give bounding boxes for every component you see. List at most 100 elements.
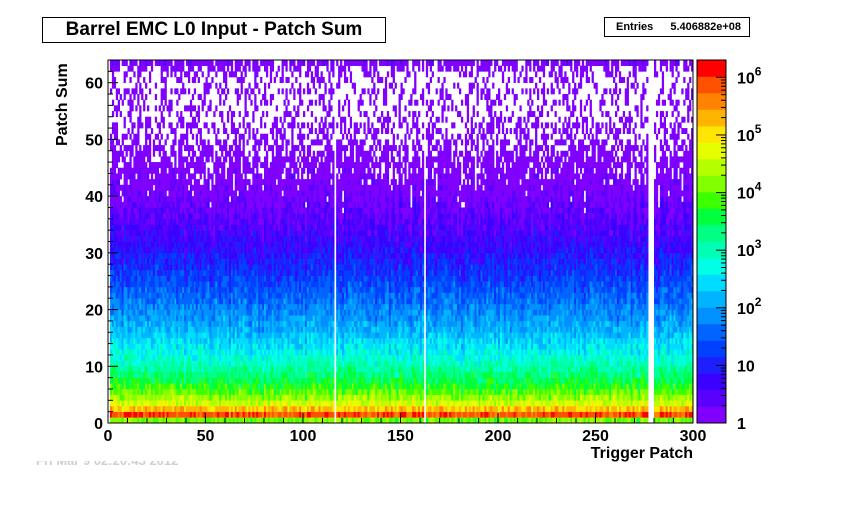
heatmap-cell bbox=[184, 343, 187, 350]
heatmap-cell bbox=[203, 184, 206, 191]
heatmap-cell bbox=[115, 65, 119, 72]
heatmap-cell bbox=[232, 349, 236, 356]
heatmap-cell bbox=[174, 173, 177, 180]
heatmap-cell bbox=[184, 332, 187, 339]
heatmap-cell bbox=[240, 196, 243, 203]
heatmap-cell bbox=[285, 207, 288, 214]
heatmap-cell bbox=[141, 94, 144, 100]
heatmap-cell bbox=[205, 371, 208, 378]
heatmap-cell bbox=[168, 360, 171, 367]
heatmap-cell bbox=[189, 332, 193, 339]
heatmap-cell bbox=[238, 201, 241, 208]
heatmap-cell bbox=[244, 417, 247, 424]
heatmap-cell bbox=[238, 371, 241, 378]
heatmap-cell bbox=[109, 252, 113, 259]
heatmap-cell bbox=[273, 343, 276, 350]
heatmap-cell bbox=[186, 105, 189, 112]
heatmap-cell bbox=[133, 286, 136, 293]
heatmap-cell bbox=[248, 349, 251, 356]
heatmap-cell bbox=[197, 320, 200, 327]
heatmap-cell bbox=[215, 326, 218, 333]
heatmap-cell bbox=[215, 411, 218, 418]
heatmap-cell bbox=[170, 326, 173, 333]
heatmap-cell bbox=[133, 218, 136, 225]
heatmap-cell bbox=[131, 354, 134, 361]
heatmap-cell bbox=[115, 105, 119, 112]
heatmap-cell bbox=[244, 213, 247, 220]
heatmap-cell bbox=[205, 190, 208, 197]
heatmap-cell bbox=[250, 320, 253, 327]
heatmap-cell bbox=[207, 105, 210, 112]
heatmap-cell bbox=[133, 377, 136, 384]
heatmap-cell bbox=[228, 343, 232, 350]
heatmap-cell bbox=[115, 122, 119, 129]
heatmap-cell bbox=[287, 156, 290, 163]
heatmap-cell bbox=[264, 354, 267, 361]
heatmap-cell bbox=[281, 122, 284, 129]
heatmap-cell bbox=[182, 366, 185, 373]
heatmap-cell bbox=[191, 224, 195, 231]
heatmap-cell bbox=[244, 111, 247, 118]
heatmap-cell bbox=[254, 60, 257, 66]
heatmap-cell bbox=[145, 167, 148, 174]
heatmap-cell bbox=[182, 337, 185, 344]
heatmap-cell bbox=[273, 377, 276, 384]
heatmap-cell bbox=[135, 281, 138, 288]
heatmap-cell bbox=[111, 82, 115, 89]
heatmap-cell bbox=[111, 315, 115, 322]
heatmap-cell bbox=[228, 332, 232, 339]
heatmap-cell bbox=[193, 184, 197, 191]
heatmap-cell bbox=[287, 337, 290, 344]
heatmap-cell bbox=[285, 281, 288, 288]
heatmap-cell bbox=[267, 383, 271, 390]
heatmap-cell bbox=[189, 366, 193, 373]
heatmap-cell bbox=[254, 292, 257, 299]
heatmap-cell bbox=[111, 298, 115, 305]
heatmap-cell bbox=[168, 179, 171, 186]
heatmap-cell bbox=[154, 349, 158, 356]
heatmap-cell bbox=[228, 286, 232, 293]
heatmap-cell bbox=[193, 230, 197, 237]
heatmap-cell bbox=[271, 417, 275, 424]
heatmap-cell bbox=[191, 247, 195, 254]
heatmap-cell bbox=[203, 252, 206, 259]
heatmap-cell bbox=[236, 230, 239, 237]
heatmap-cell bbox=[209, 196, 212, 203]
heatmap-cell bbox=[172, 128, 175, 135]
heatmap-cell bbox=[186, 235, 189, 242]
heatmap-cell bbox=[260, 218, 263, 225]
heatmap-cell bbox=[176, 383, 179, 390]
heatmap-cell bbox=[164, 326, 167, 333]
heatmap-cell bbox=[205, 196, 208, 203]
heatmap-cell bbox=[199, 139, 202, 146]
heatmap-cell bbox=[279, 150, 282, 157]
heatmap-cell bbox=[135, 218, 138, 225]
heatmap-cell bbox=[186, 298, 189, 305]
heatmap-cell bbox=[256, 105, 259, 112]
heatmap-cell bbox=[246, 281, 249, 288]
heatmap-cell bbox=[271, 411, 275, 418]
heatmap-cell bbox=[287, 354, 290, 361]
heatmap-cell bbox=[281, 196, 284, 203]
heatmap-cell bbox=[275, 133, 278, 140]
heatmap-cell bbox=[162, 354, 165, 361]
heatmap-cell bbox=[289, 388, 292, 395]
heatmap-cell bbox=[113, 230, 117, 237]
heatmap-cell bbox=[137, 366, 140, 373]
heatmap-cell bbox=[277, 349, 280, 356]
heatmap-cell bbox=[160, 230, 163, 237]
heatmap-cell bbox=[211, 383, 214, 390]
heatmap-cell bbox=[139, 201, 142, 208]
heatmap-cell bbox=[236, 349, 239, 356]
heatmap-cell bbox=[225, 286, 228, 293]
heatmap-cell bbox=[186, 411, 189, 418]
heatmap-cell bbox=[219, 94, 222, 100]
heatmap-cell bbox=[152, 218, 156, 225]
heatmap-cell bbox=[271, 224, 275, 231]
heatmap-cell bbox=[219, 315, 222, 322]
heatmap-cell bbox=[133, 332, 136, 339]
heatmap-cell bbox=[117, 139, 120, 146]
heatmap-cell bbox=[197, 235, 200, 242]
heatmap-cell bbox=[246, 411, 249, 418]
heatmap-cell bbox=[260, 377, 263, 384]
